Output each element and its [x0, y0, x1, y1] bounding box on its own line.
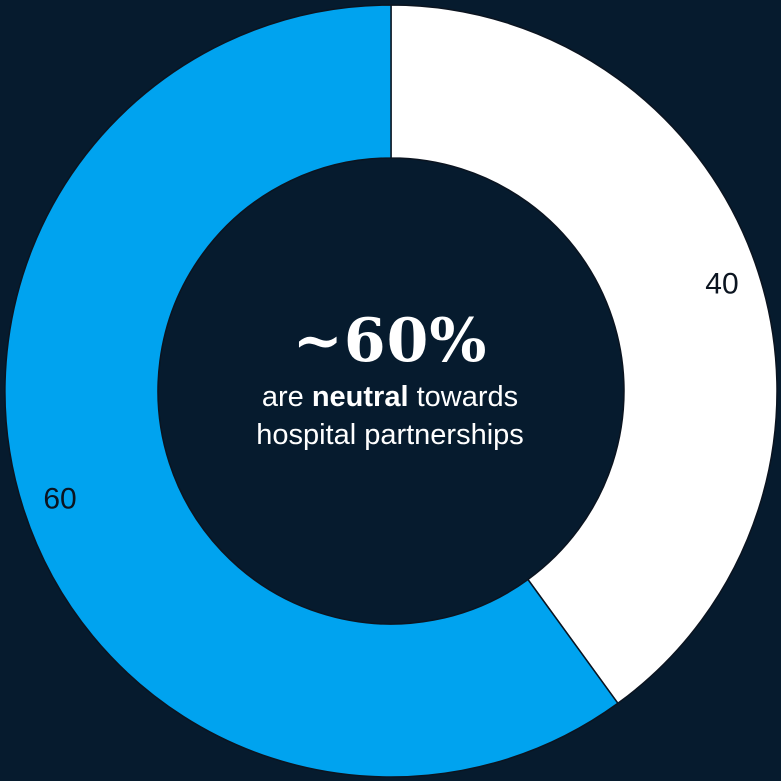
center-subtitle-suffix: towards: [408, 381, 519, 413]
donut-slice-40: [390, 4, 778, 705]
slice-label-40: 40: [705, 267, 738, 300]
slice-label-60: 60: [43, 483, 76, 516]
donut-slice-60: [4, 4, 619, 778]
center-headline: ~60%: [292, 306, 488, 376]
donut-slices: [4, 4, 778, 778]
center-subtitle-emphasis: neutral: [311, 381, 409, 413]
center-subtitle-prefix: are: [261, 381, 312, 413]
center-callout: ~60% are neutral towards hospital partne…: [190, 305, 590, 453]
slice-labels: 40 60: [43, 267, 738, 515]
center-subtitle-line1: are neutral towards: [190, 379, 590, 415]
center-subtitle-line2: hospital partnerships: [256, 419, 524, 451]
